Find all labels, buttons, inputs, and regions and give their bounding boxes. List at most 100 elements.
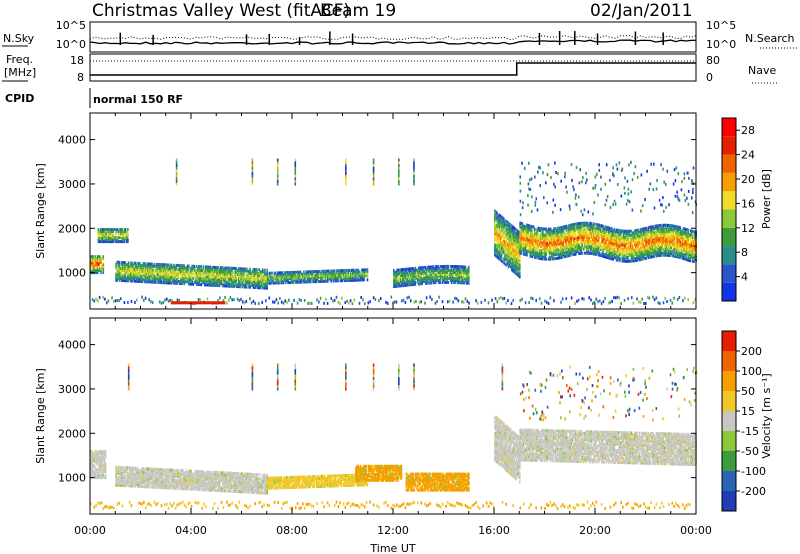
power-cell [531,195,533,199]
power-cell [604,231,607,235]
power-cell [653,240,655,244]
power-cell [350,278,353,282]
power-cell [649,253,652,257]
power-cell [548,235,551,239]
power-cell [639,254,642,258]
power-cell [619,239,621,243]
power-cell [131,261,133,265]
power-cell [197,273,199,276]
power-cell [429,267,431,271]
power-cell [673,224,676,228]
power-cell [589,227,592,231]
power-cell [604,245,607,249]
power-cell [275,275,278,279]
power-cell [543,255,545,259]
power-cell [519,223,521,227]
power-cell [576,248,578,252]
power-cell [527,243,529,247]
power-cell [101,238,103,242]
power-cell [356,276,359,280]
power-cell [565,228,568,232]
power-cell [424,279,427,283]
power-cell [577,244,579,248]
beam-label: Beam 19 [320,1,396,21]
power-cell [495,210,497,214]
power-cell [284,277,287,281]
power-cell [539,229,542,233]
power-cell [264,272,266,276]
power-cell [544,233,546,237]
power-cell [311,276,313,280]
power-cell [230,266,232,270]
power-cell [227,282,230,286]
power-cell [532,239,535,243]
power-cell [495,244,497,248]
power-cell [261,286,264,290]
power-cell [252,299,255,303]
power-cell [631,237,634,241]
power-cell [421,280,423,284]
power-cell [556,242,559,246]
power-cell [516,271,519,275]
power-cell [429,295,431,299]
power-cell [565,234,568,238]
power-cell [645,230,647,234]
power-cell [115,230,118,234]
power-cell [581,239,584,243]
power-cell [494,251,496,255]
power-cell [402,278,404,282]
power-cell [132,263,134,267]
power-cell [520,233,522,237]
power-cell [508,240,511,244]
power-cell [510,302,513,306]
power-cell [211,301,213,305]
power-cell [689,237,692,241]
power-cell [655,246,658,250]
power-cell [494,253,496,257]
power-cell [517,262,520,266]
power-cell [565,242,568,246]
power-cell [286,275,288,279]
power-cell [574,234,577,238]
power-cell [337,279,339,283]
power-cell [118,240,120,244]
power-cell [466,299,469,303]
power-cell [395,274,397,278]
power-cell [206,297,209,301]
power-cell [422,266,425,270]
power-cell [456,281,459,285]
power-cell [133,273,135,277]
power-cell [444,270,446,274]
power-cell [593,226,595,230]
power-cell [164,267,166,271]
power-cell [214,265,216,269]
power-cell [123,275,125,279]
power-cell [565,224,568,228]
power-cell [261,268,264,272]
power-cell [609,254,611,258]
power-cell [652,227,654,231]
power-cell [441,269,444,272]
power-cell [611,233,613,237]
power-cell [677,247,679,251]
power-cell [645,250,647,254]
power-cell [602,226,604,230]
power-cell [333,298,336,302]
power-cell [453,279,455,282]
power-cell [342,275,345,279]
power-cell [446,280,448,284]
power-cell [244,279,247,283]
power-cell [125,263,128,267]
power-cell [119,240,121,244]
power-cell [435,269,437,273]
power-cell [656,244,659,248]
power-cell [260,278,263,282]
power-cell [118,266,121,270]
power-cell [101,257,103,261]
power-cell [147,280,149,284]
power-cell [421,270,423,274]
power-cell [627,231,629,235]
power-cell [539,245,542,249]
power-cell [508,258,511,262]
power-cell [556,248,559,252]
